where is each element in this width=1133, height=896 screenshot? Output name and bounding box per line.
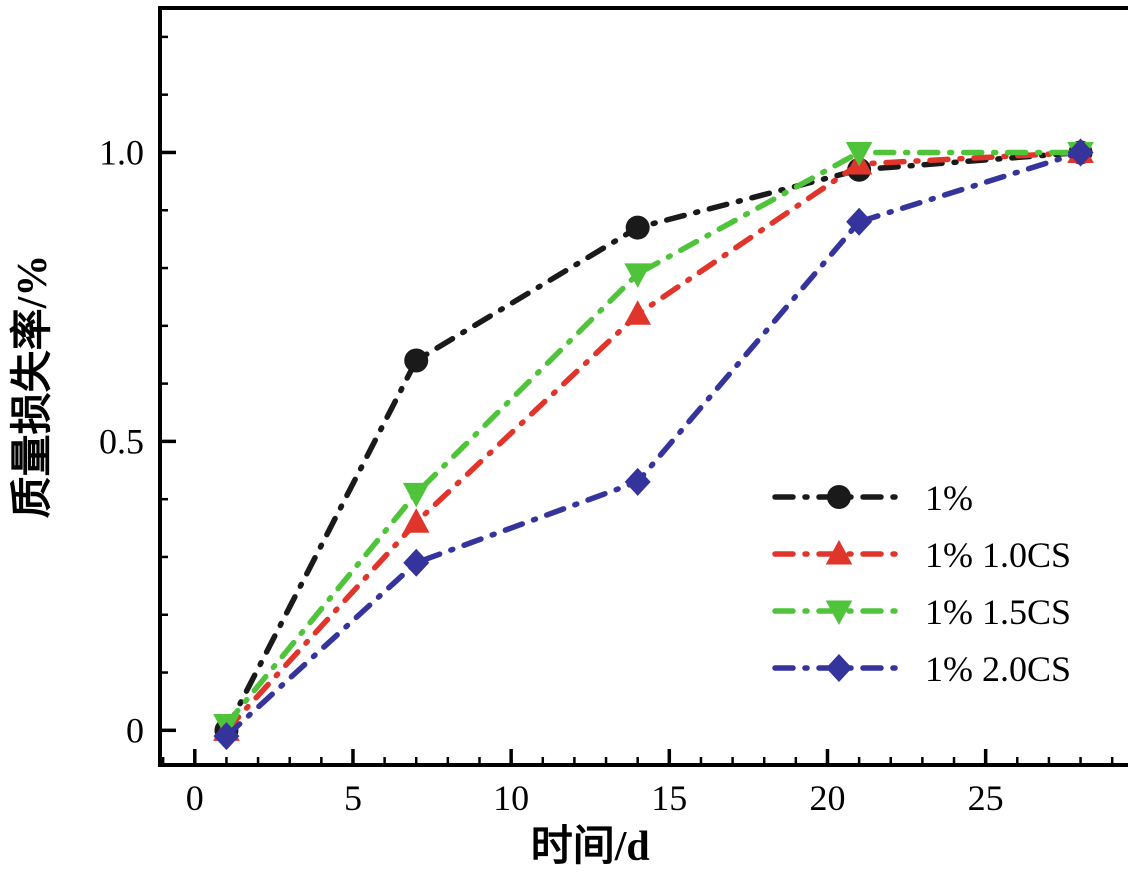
data-point-triangle-down bbox=[402, 482, 430, 508]
data-point-triangle-up bbox=[624, 300, 651, 325]
legend-entry: 1% 1.0CS bbox=[772, 535, 1071, 575]
data-point-diamond bbox=[213, 722, 240, 751]
data-point-triangle-down bbox=[845, 141, 873, 167]
x-axis-title: 时间/d bbox=[531, 823, 650, 870]
legend-entry: 1% 1.5CS bbox=[772, 592, 1071, 632]
x-tick-label: 0 bbox=[186, 778, 204, 818]
data-point-diamond bbox=[403, 548, 430, 577]
data-point-triangle-up bbox=[402, 508, 430, 533]
y-tick-label: 0.5 bbox=[99, 421, 144, 461]
data-point-circle bbox=[404, 348, 429, 373]
data-point-triangle-down bbox=[825, 600, 853, 625]
legend-label: 1% 1.5CS bbox=[925, 592, 1071, 632]
data-point-circle bbox=[827, 485, 851, 509]
data-point-triangle-down bbox=[624, 263, 651, 288]
legend-label: 1% bbox=[925, 478, 973, 518]
axes-frame bbox=[158, 6, 1128, 767]
x-tick-label: 10 bbox=[493, 778, 529, 818]
data-point-diamond bbox=[1067, 138, 1094, 167]
x-tick-label: 15 bbox=[651, 778, 687, 818]
legend-label: 1% 1.0CS bbox=[925, 535, 1071, 575]
x-tick-label: 5 bbox=[344, 778, 362, 818]
data-point-circle bbox=[625, 215, 650, 240]
data-point-triangle-up bbox=[825, 540, 853, 565]
y-tick-label: 1.0 bbox=[99, 132, 144, 172]
legend-label: 1% 2.0CS bbox=[925, 649, 1071, 689]
data-point-diamond bbox=[624, 467, 651, 496]
data-point-diamond bbox=[826, 654, 852, 682]
legend: 1% 1% 1.0CS 1% 1.5CS 1% 2.0CS bbox=[772, 478, 1071, 689]
y-axis-title: 质量损失率/% bbox=[9, 255, 56, 519]
x-tick-label: 20 bbox=[809, 778, 845, 818]
legend-entry: 1% bbox=[772, 478, 973, 518]
y-axis: 0 0.5 1.0 bbox=[99, 35, 176, 750]
x-tick-label: 25 bbox=[968, 778, 1004, 818]
y-tick-label: 0 bbox=[126, 710, 144, 750]
legend-entry: 1% 2.0CS bbox=[772, 649, 1071, 689]
x-axis: 0 5 10 15 20 25 bbox=[161, 749, 1114, 818]
data-point-diamond bbox=[846, 207, 873, 236]
series-1%-2.0CS bbox=[213, 138, 1094, 751]
